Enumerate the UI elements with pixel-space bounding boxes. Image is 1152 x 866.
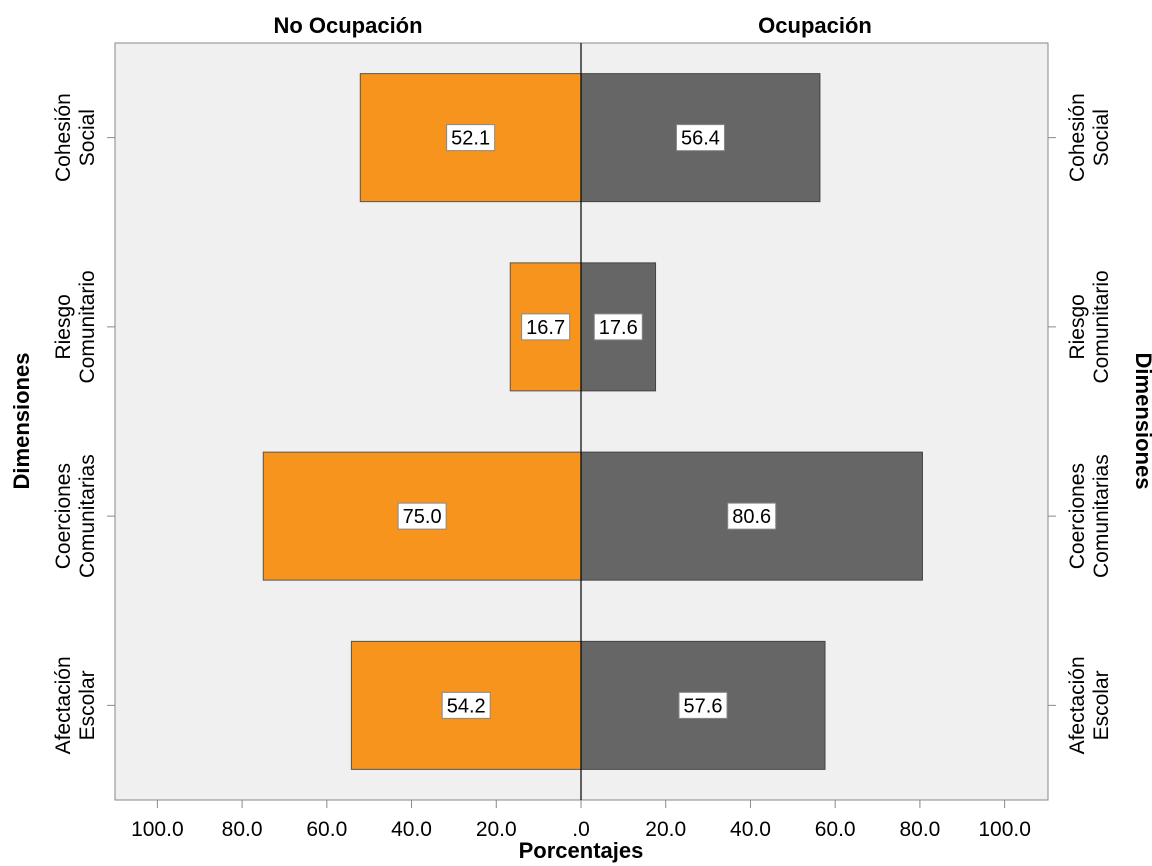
data-label-right: 17.6	[599, 317, 638, 339]
x-tick-label-left: 60.0	[306, 818, 347, 841]
data-label-left: 16.7	[526, 317, 565, 339]
x-tick-label-left: 100.0	[131, 818, 184, 841]
x-tick-label-right: 80.0	[899, 818, 940, 841]
data-label-left: 54.2	[447, 695, 486, 717]
x-tick-label-right: 100.0	[978, 818, 1031, 841]
data-label-right: 57.6	[684, 695, 723, 717]
data-label-right: 56.4	[681, 128, 720, 150]
data-label-right-box	[593, 313, 643, 341]
x-tick-label-right: 20.0	[645, 818, 686, 841]
category-label-left: CohesiónSocial	[52, 93, 99, 182]
data-label-right-box	[675, 124, 725, 152]
category-label-right: CohesiónSocial	[1066, 93, 1113, 182]
data-label-right: 80.6	[732, 506, 771, 528]
panel-title-left: No Ocupación	[273, 13, 422, 38]
panel-title-right: Ocupación	[758, 13, 872, 38]
x-tick-label-right: 60.0	[815, 818, 856, 841]
y-axis-title-right: Dimensiones	[1131, 353, 1152, 490]
category-label-right: CoercionesComunitarias	[1066, 454, 1113, 578]
category-label-left: AfectaciónEscolar	[52, 656, 99, 754]
data-label-left-box	[446, 124, 496, 152]
data-label-left: 52.1	[451, 128, 490, 150]
x-tick-label-left: 40.0	[391, 818, 432, 841]
data-label-left-box	[397, 502, 447, 530]
x-tick-label-center: .0	[572, 818, 590, 841]
x-axis-title: Porcentajes	[519, 838, 644, 863]
category-label-right: AfectaciónEscolar	[1066, 656, 1113, 754]
category-label-left: CoercionesComunitarias	[52, 454, 99, 578]
data-label-right-box	[678, 691, 728, 719]
category-label-left: RiesgoComunitario	[52, 270, 99, 383]
category-label-right: RiesgoComunitario	[1066, 270, 1113, 383]
data-label-left-box	[521, 313, 571, 341]
x-tick-label-left: 20.0	[476, 818, 517, 841]
data-label-left-box	[441, 691, 491, 719]
data-label-left: 75.0	[403, 506, 442, 528]
y-axis-title-left: Dimensiones	[9, 353, 34, 490]
data-label-right-box	[727, 502, 777, 530]
x-tick-label-right: 40.0	[730, 818, 771, 841]
x-tick-label-left: 80.0	[222, 818, 263, 841]
